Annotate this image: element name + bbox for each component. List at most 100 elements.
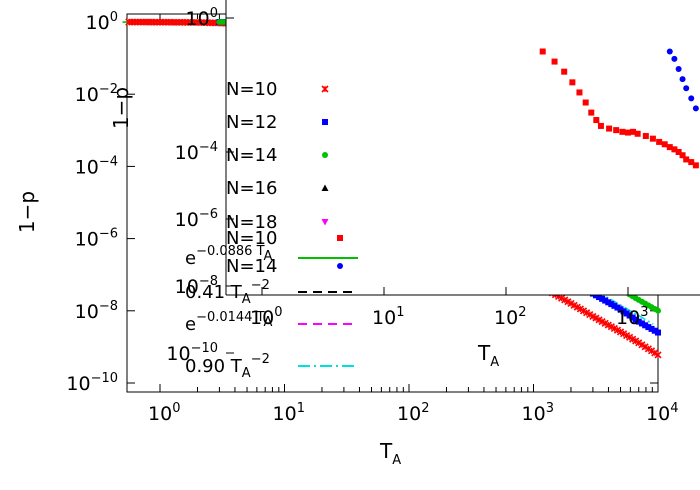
legend-fit-label: 0.41 TA−2 (185, 278, 270, 307)
main-ytick-exp: −8 (99, 299, 118, 314)
main-ytick-label: 10−2 (75, 82, 118, 106)
main-point-N-12 (626, 312, 633, 319)
inset-xtick-exp: 1 (396, 305, 404, 320)
inset-xtick-base: 10 (494, 307, 518, 329)
inset-point-N-10 (666, 144, 673, 151)
inset-xtick-base: 10 (372, 307, 396, 329)
main-point-N-12 (629, 314, 636, 321)
inset-point-N-10 (619, 128, 626, 135)
inset-ytick-base: 10 (175, 142, 199, 164)
inset-ytick-base: 10 (175, 209, 199, 231)
legend-marker (321, 184, 329, 191)
main-point-N-12 (645, 324, 652, 331)
main-point-N-14 (655, 307, 661, 314)
legend-marker (322, 119, 328, 125)
inset-point-N-10 (582, 99, 589, 106)
inset-point-N-10 (649, 135, 656, 142)
inset-point-N-10 (593, 117, 600, 124)
legend-marker (337, 235, 343, 241)
legend-fit-base: e (185, 248, 196, 269)
legend-label: N=18 (226, 212, 277, 233)
legend-fit-exp: −2 (251, 278, 270, 293)
legend-marker (321, 85, 329, 93)
inset-point-N-10 (656, 138, 663, 145)
inset-xtick-exp: 2 (518, 305, 526, 320)
main-xtick-exp: 2 (421, 401, 429, 416)
legend-fit-exp: −0.0886 T (196, 244, 265, 259)
inset-xtick-base: 10 (616, 307, 640, 329)
inset-ytick-label: 100 (186, 6, 218, 30)
inset-point-N-10 (661, 141, 668, 148)
main-ytick-base: 10 (75, 84, 99, 106)
inset-point-N-10 (683, 156, 690, 163)
main-ytick-label: 10−6 (75, 227, 118, 251)
main-point-N-12 (642, 322, 649, 329)
inset-point-N-10 (630, 128, 637, 135)
main-ylabel: 1−p (15, 191, 39, 233)
inset-xtick-exp: 3 (640, 305, 648, 320)
main-xtick-exp: 1 (297, 401, 305, 416)
inset-point-N-14 (679, 76, 686, 83)
inset-point-N-14 (692, 105, 699, 112)
inset-point-N-14 (688, 95, 695, 102)
main-point-N-12 (655, 329, 661, 336)
main-ytick-label: 100 (86, 10, 118, 34)
main-ytick-exp: −10 (91, 371, 118, 386)
inset-ytick-base: 10 (175, 276, 199, 298)
inset-xtick-label: 100 (250, 305, 282, 329)
main-ytick-label: 10−10 (66, 371, 118, 395)
inset-point-N-10 (625, 129, 631, 136)
inset-xtick-exp: 0 (274, 305, 282, 320)
legend-fit-sub: A (242, 366, 251, 381)
inset-point-N-10 (551, 58, 558, 65)
inset-frame (226, 0, 700, 295)
main-point-N-10 (651, 349, 659, 357)
main-xtick-base: 10 (646, 403, 670, 425)
main-xtick-label: 102 (397, 401, 429, 425)
inset-point-N-14 (666, 48, 673, 55)
inset-ytick-base: 10 (166, 343, 190, 365)
main-xlabel: TA (379, 439, 401, 468)
main-ytick-exp: −4 (99, 154, 118, 169)
inset-xtick-label: 101 (372, 305, 404, 329)
inset-point-N-10 (588, 109, 595, 116)
main-point-N-12 (599, 295, 606, 302)
main-ytick-label: 10−4 (75, 154, 118, 178)
inset-point-N-10 (688, 159, 695, 166)
legend-fit-label: e−0.0144 TA (185, 310, 273, 335)
main-xtick-exp: 0 (172, 401, 180, 416)
main-point-N-10 (635, 339, 643, 347)
main-point-N-10 (654, 351, 662, 359)
inset-xtick-base: 10 (250, 307, 274, 329)
inset-point-N-10 (539, 48, 546, 55)
inset-ytick-label: 10−6 (175, 207, 218, 231)
inset-point-N-14 (675, 66, 682, 73)
inset-ytick-exp: −6 (199, 207, 218, 222)
inset-point-N-10 (576, 89, 583, 96)
legend-label: N=10 (226, 79, 277, 100)
legend-marker (322, 152, 328, 158)
main-point-N-12 (651, 327, 658, 334)
inset-ylabel: 1−p (109, 87, 133, 129)
legend-label: N=10 (226, 228, 277, 249)
main-ytick-exp: −2 (99, 82, 118, 97)
main-point-N-12 (596, 294, 603, 301)
legend-fit-label: 0.90 TA−2 (185, 352, 270, 381)
main-ytick-base: 10 (75, 156, 99, 178)
inset-xtick-label: 102 (494, 305, 526, 329)
main-ytick-base: 10 (75, 301, 99, 323)
main-point-N-12 (638, 320, 645, 327)
main-ytick-exp: 0 (110, 10, 118, 25)
main-point-N-12 (611, 302, 618, 309)
main-point-N-10 (644, 345, 652, 353)
legend-marker (337, 263, 343, 269)
main-point-N-12 (623, 310, 630, 317)
main-point-N-12 (648, 325, 655, 332)
main-xtick-label: 104 (646, 401, 678, 425)
main-xtick-exp: 4 (670, 401, 678, 416)
legend-fit-base: 0.41 T (185, 282, 243, 303)
inset-ytick-exp: 0 (210, 6, 218, 21)
main-point-N-12 (614, 304, 621, 311)
inset-ytick-exp: −10 (191, 341, 218, 356)
